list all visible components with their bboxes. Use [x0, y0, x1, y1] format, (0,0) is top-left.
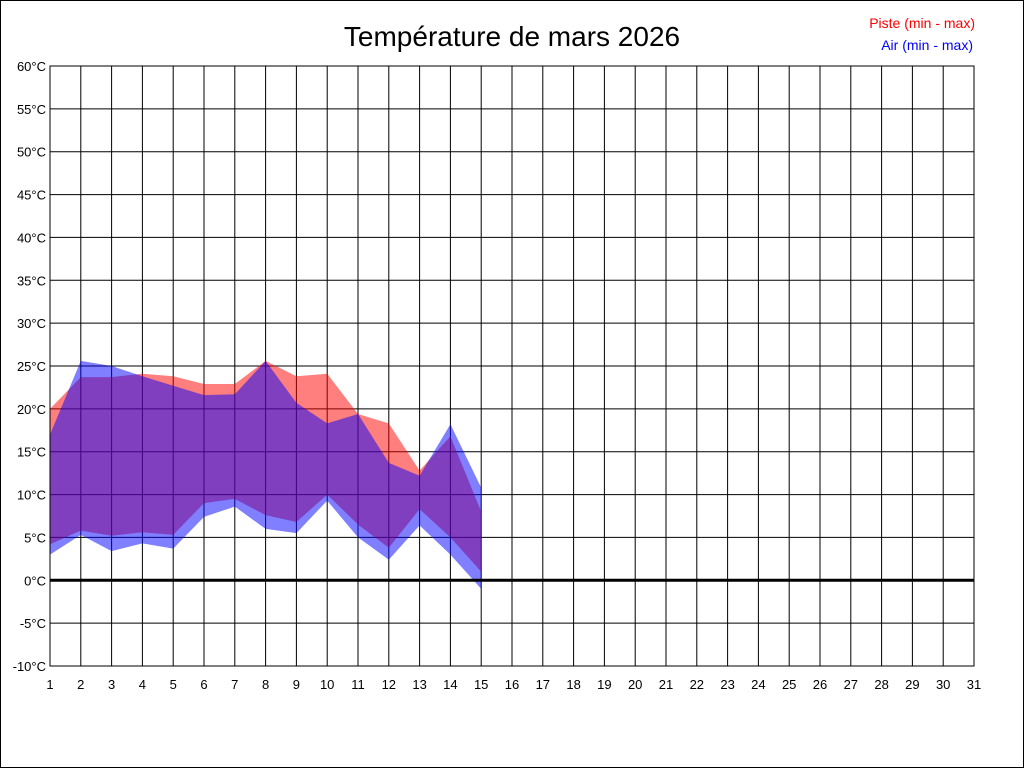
- chart-title: Température de mars 2026: [344, 21, 680, 52]
- x-tick-label: 20: [628, 677, 642, 692]
- y-tick-label: -10°C: [13, 659, 46, 674]
- x-tick-label: 22: [690, 677, 704, 692]
- x-tick-label: 13: [412, 677, 426, 692]
- x-tick-label: 17: [536, 677, 550, 692]
- x-tick-label: 16: [505, 677, 519, 692]
- x-tick-label: 27: [844, 677, 858, 692]
- x-tick-label: 3: [108, 677, 115, 692]
- y-tick-label: 10°C: [17, 488, 46, 503]
- x-tick-label: 26: [813, 677, 827, 692]
- y-tick-label: 60°C: [17, 59, 46, 74]
- y-tick-label: 35°C: [17, 273, 46, 288]
- x-tick-label: 15: [474, 677, 488, 692]
- y-tick-label: 55°C: [17, 102, 46, 117]
- y-tick-label: 0°C: [24, 573, 46, 588]
- y-tick-label: -5°C: [20, 616, 46, 631]
- x-tick-label: 1: [46, 677, 53, 692]
- x-tick-label: 10: [320, 677, 334, 692]
- area-series-air: [50, 360, 482, 589]
- plot-border: [49, 65, 975, 667]
- x-tick-label: 6: [200, 677, 207, 692]
- chart-axes: [49, 65, 975, 667]
- legend-entry-air: Air (min - max): [881, 37, 973, 53]
- x-tick-label: 24: [751, 677, 765, 692]
- x-tick-label: 28: [874, 677, 888, 692]
- x-tick-label: 4: [139, 677, 146, 692]
- x-tick-label: 19: [597, 677, 611, 692]
- chart-areas: [50, 360, 482, 589]
- y-tick-label: 30°C: [17, 316, 46, 331]
- x-tick-label: 25: [782, 677, 796, 692]
- x-tick-label: 7: [231, 677, 238, 692]
- y-tick-label: 25°C: [17, 359, 46, 374]
- y-tick-label: 20°C: [17, 402, 46, 417]
- x-tick-label: 11: [351, 677, 365, 692]
- y-tick-label: 45°C: [17, 188, 46, 203]
- y-tick-label: 40°C: [17, 230, 46, 245]
- x-tick-label: 18: [566, 677, 580, 692]
- x-tick-label: 29: [905, 677, 919, 692]
- y-tick-labels: 60°C 55°C 50°C 45°C 40°C 35°C 30°C 25°C 20°C 15°C…: [13, 59, 46, 674]
- chart-grid: [49, 65, 975, 667]
- y-tick-label: 50°C: [17, 145, 46, 160]
- x-tick-label: 30: [936, 677, 950, 692]
- x-tick-label: 23: [720, 677, 734, 692]
- x-tick-label: 21: [659, 677, 673, 692]
- x-tick-label: 31: [967, 677, 981, 692]
- legend-entry-piste: Piste (min - max): [869, 15, 975, 31]
- x-tick-label: 2: [77, 677, 84, 692]
- x-tick-label: 8: [262, 677, 269, 692]
- x-tick-label: 14: [443, 677, 457, 692]
- x-tick-label: 12: [382, 677, 396, 692]
- x-tick-label: 5: [170, 677, 177, 692]
- x-tick-label: 9: [293, 677, 300, 692]
- x-tick-labels: 1 2 3 4 5 6 7 8 9 10 11 12 13 14 15 16 17 18 19 20 21 22 23 24 2…: [46, 677, 981, 692]
- y-tick-label: 15°C: [17, 445, 46, 460]
- y-tick-label: 5°C: [24, 530, 46, 545]
